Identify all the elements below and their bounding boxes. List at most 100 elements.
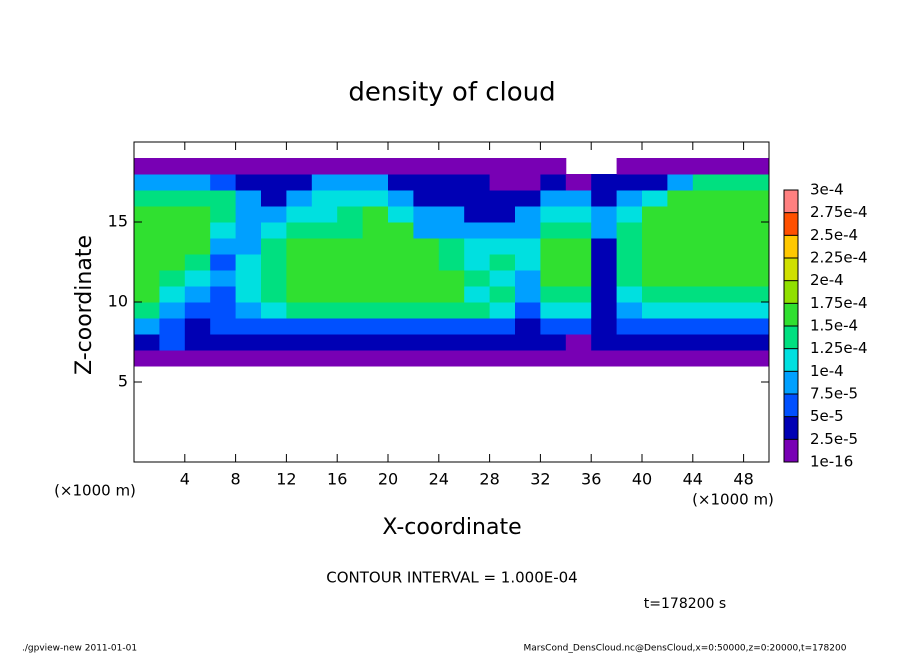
cell: [184, 334, 211, 351]
cell: [718, 174, 745, 191]
cell: [337, 318, 364, 335]
cell: [159, 158, 186, 175]
cell: [718, 254, 745, 271]
cell: [692, 206, 719, 223]
cell: [184, 174, 211, 191]
colorbar-bin: [784, 416, 798, 440]
y-axis-label: Z-coordinate: [72, 235, 97, 375]
cell: [261, 270, 287, 287]
cell: [413, 286, 440, 303]
cell: [261, 334, 287, 351]
cell: [210, 174, 237, 191]
cell: [565, 206, 592, 223]
cell: [515, 334, 541, 351]
colorbar-label: 5e-5: [810, 407, 844, 425]
time-label: t=178200 s: [644, 596, 726, 612]
cell: [184, 302, 211, 319]
cell: [210, 190, 237, 207]
cell: [184, 254, 211, 271]
cell: [692, 158, 719, 175]
cell: [616, 190, 643, 207]
cell: [616, 174, 643, 191]
cell: [311, 206, 338, 223]
cell: [311, 302, 338, 319]
cell: [362, 238, 389, 255]
cell: [565, 350, 592, 367]
cell: [515, 270, 541, 287]
cell: [489, 334, 516, 351]
cell: [718, 238, 745, 255]
cell: [362, 334, 389, 351]
footer-left: ./gpview-new 2011-01-01: [22, 644, 137, 654]
footer-right: MarsCond_DensCloud.nc@DensCloud,x=0:5000…: [524, 644, 847, 654]
cell: [591, 206, 618, 223]
cell: [235, 302, 262, 319]
cell: [184, 350, 211, 367]
cell: [235, 270, 262, 287]
colorbar-bin: [784, 371, 798, 395]
cell: [515, 286, 541, 303]
cell: [134, 350, 160, 367]
cell: [388, 222, 414, 239]
cell: [337, 222, 364, 239]
colorbar-bin: [784, 439, 798, 463]
cell: [438, 254, 465, 271]
cell: [616, 350, 643, 367]
cell: [235, 222, 262, 239]
cell: [464, 174, 491, 191]
cell: [565, 318, 592, 335]
cell: [413, 350, 440, 367]
cell: [337, 238, 364, 255]
cell: [464, 350, 491, 367]
cell: [388, 206, 414, 223]
cell: [438, 158, 465, 175]
cell: [515, 158, 541, 175]
cell: [159, 254, 186, 271]
cell: [616, 222, 643, 239]
cell: [159, 238, 186, 255]
colorbar-label: 1.25e-4: [810, 339, 868, 357]
cell: [540, 158, 567, 175]
x-tick-label: 8: [231, 470, 241, 489]
chart-title: density of cloud: [348, 78, 555, 108]
cell: [667, 238, 694, 255]
colorbar-label: 2.5e-5: [810, 430, 858, 448]
cell: [464, 190, 491, 207]
cell: [591, 190, 618, 207]
cell: [362, 254, 389, 271]
cell: [362, 206, 389, 223]
cell: [438, 206, 465, 223]
cell: [388, 334, 414, 351]
colorbar-label: 1.5e-4: [810, 317, 858, 335]
cell: [464, 318, 491, 335]
cell: [743, 318, 770, 335]
cell: [159, 270, 186, 287]
cell: [337, 286, 364, 303]
cell: [235, 174, 262, 191]
cell: [642, 238, 668, 255]
cell: [311, 318, 338, 335]
cell: [642, 318, 668, 335]
cell: [515, 238, 541, 255]
cell: [134, 254, 160, 271]
cell: [743, 206, 770, 223]
cell: [591, 334, 618, 351]
cell: [413, 174, 440, 191]
cell: [286, 174, 313, 191]
cell: [692, 350, 719, 367]
cell: [134, 286, 160, 303]
cell: [337, 158, 364, 175]
cell: [667, 254, 694, 271]
cell: [210, 254, 237, 271]
cell: [362, 158, 389, 175]
cell: [667, 270, 694, 287]
colorbar-label: 2.75e-4: [810, 203, 868, 221]
cell: [261, 174, 287, 191]
cell: [362, 286, 389, 303]
heatmap: [134, 158, 770, 367]
cell: [413, 318, 440, 335]
cell: [692, 270, 719, 287]
cell: [210, 238, 237, 255]
cell: [388, 174, 414, 191]
